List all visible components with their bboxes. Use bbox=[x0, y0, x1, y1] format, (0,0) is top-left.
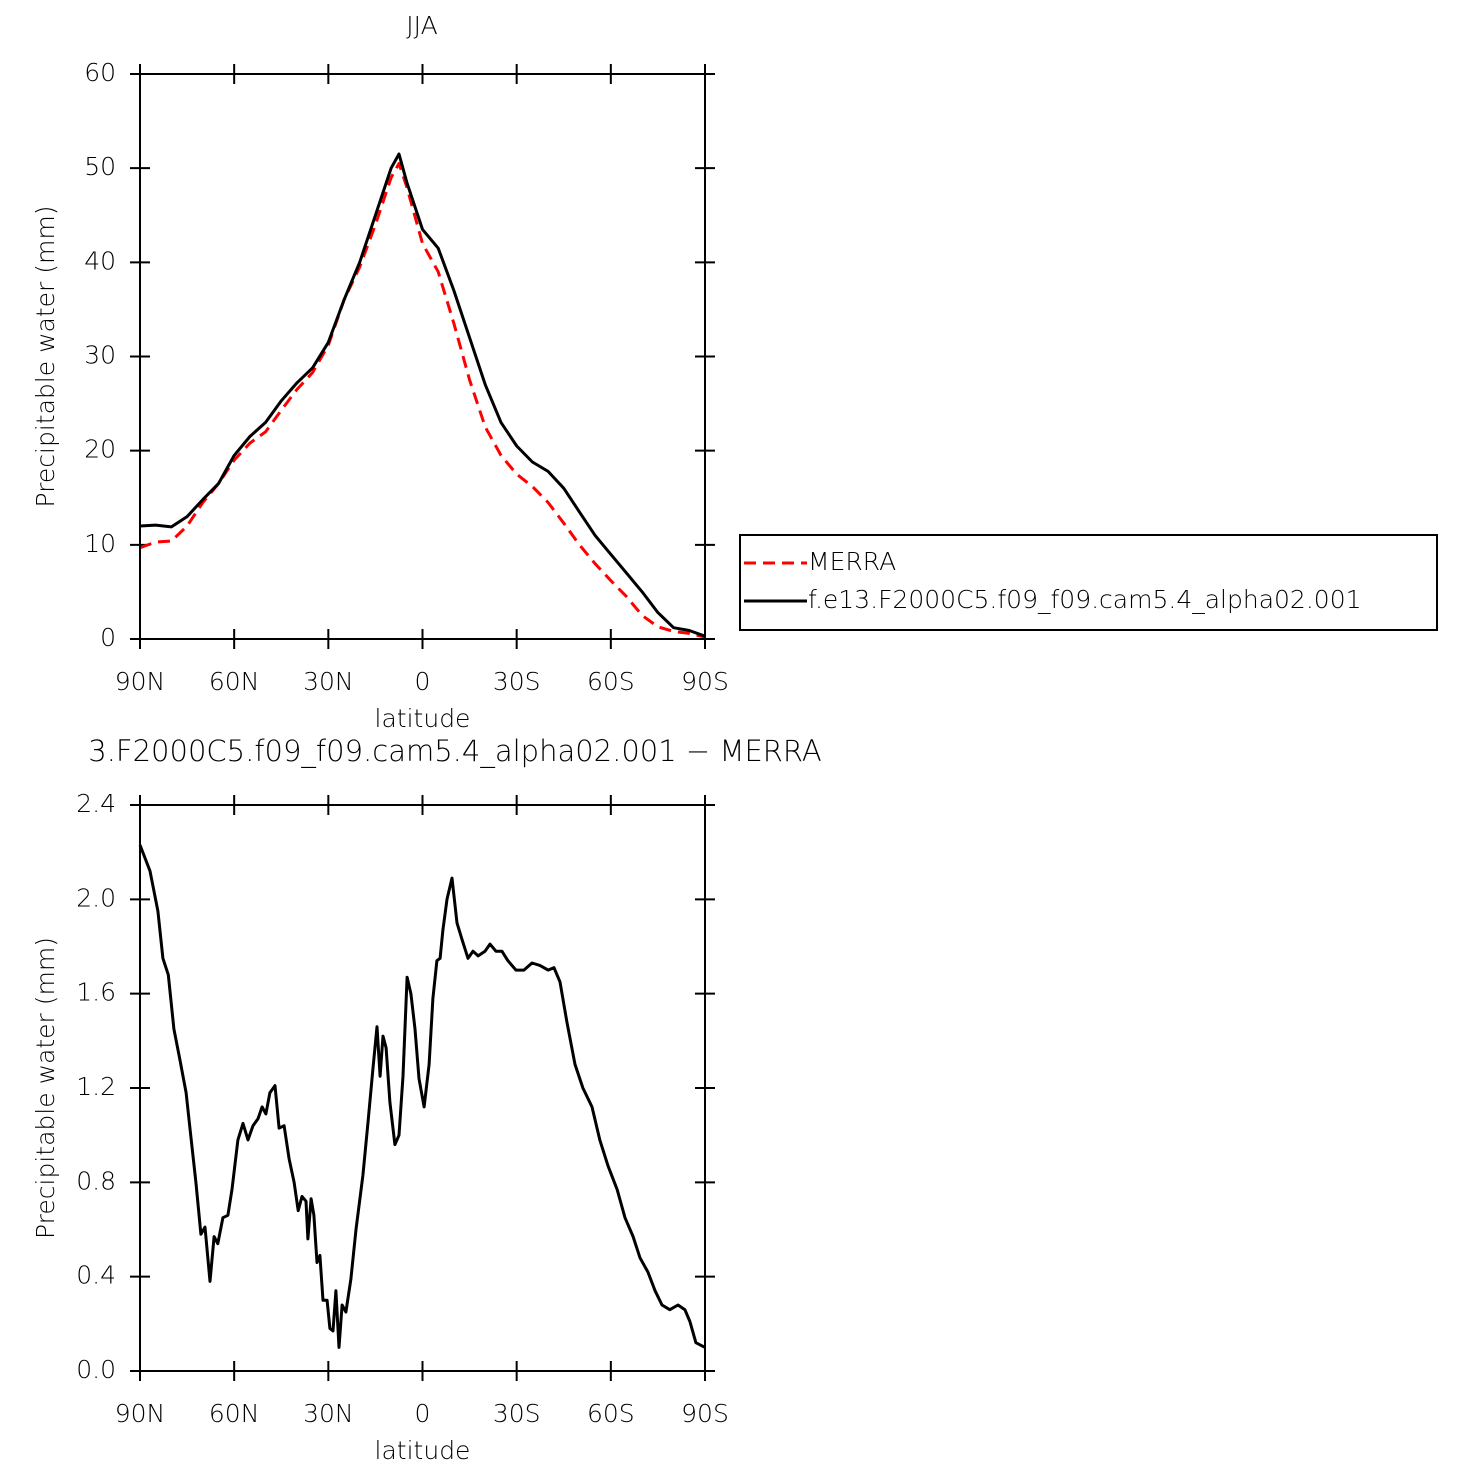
y-tick-label: 50 bbox=[84, 152, 116, 181]
x-tick-label: 0 bbox=[415, 1399, 431, 1428]
y-tick-label: 1.2 bbox=[76, 1072, 116, 1101]
y-tick-label: 0.4 bbox=[76, 1261, 116, 1290]
y-tick-label: 0 bbox=[100, 623, 116, 652]
y-tick-label: 0.8 bbox=[76, 1166, 116, 1195]
y-tick-label: 60 bbox=[84, 58, 116, 87]
y-tick-label: 20 bbox=[84, 435, 116, 464]
x-tick-label: 60N bbox=[209, 667, 260, 696]
x-tick-label: 90N bbox=[115, 1399, 166, 1428]
x-tick-label: 30S bbox=[493, 1399, 541, 1428]
x-tick-label: 30N bbox=[303, 1399, 354, 1428]
y-axis-label: Precipitable water (mm) bbox=[31, 937, 60, 1239]
plot-frame bbox=[139, 73, 706, 640]
x-tick-label: 90S bbox=[681, 1399, 729, 1428]
y-tick-label: 2.4 bbox=[76, 789, 116, 818]
y-tick-label: 40 bbox=[84, 246, 116, 275]
chart-title: 3.F2000C5.f09_f09.cam5.4_alpha02.001 − M… bbox=[88, 734, 822, 769]
x-tick-label: 90N bbox=[115, 667, 166, 696]
legend-label: f.e13.F2000C5.f09_f09.cam5.4_alpha02.001 bbox=[808, 585, 1362, 614]
x-tick-label: 60S bbox=[587, 1399, 635, 1428]
legend: MERRA f.e13.F2000C5.f09_f09.cam5.4_alpha0… bbox=[739, 534, 1438, 631]
x-axis-label: latitude bbox=[375, 704, 471, 733]
x-tick-label: 60N bbox=[209, 1399, 260, 1428]
legend-box bbox=[739, 534, 1438, 631]
y-tick-label: 30 bbox=[84, 341, 116, 370]
y-tick-label: 2.0 bbox=[76, 883, 116, 912]
y-tick-label: 0.0 bbox=[76, 1355, 116, 1384]
x-tick-label: 30S bbox=[493, 667, 541, 696]
x-axis-label: latitude bbox=[375, 1436, 471, 1465]
chart-title: JJA bbox=[406, 11, 437, 40]
x-tick-label: 0 bbox=[415, 667, 431, 696]
data-line bbox=[139, 162, 706, 639]
x-tick-label: 60S bbox=[587, 667, 635, 696]
x-tick-label: 90S bbox=[681, 667, 729, 696]
data-line bbox=[138, 844, 706, 1349]
plot-frame bbox=[139, 804, 706, 1372]
y-axis-label: Precipitable water (mm) bbox=[31, 206, 60, 508]
y-tick-label: 1.6 bbox=[76, 978, 116, 1007]
legend-label: MERRA bbox=[808, 547, 896, 576]
y-tick-label: 10 bbox=[84, 529, 116, 558]
x-tick-label: 30N bbox=[303, 667, 354, 696]
data-line bbox=[139, 152, 706, 638]
